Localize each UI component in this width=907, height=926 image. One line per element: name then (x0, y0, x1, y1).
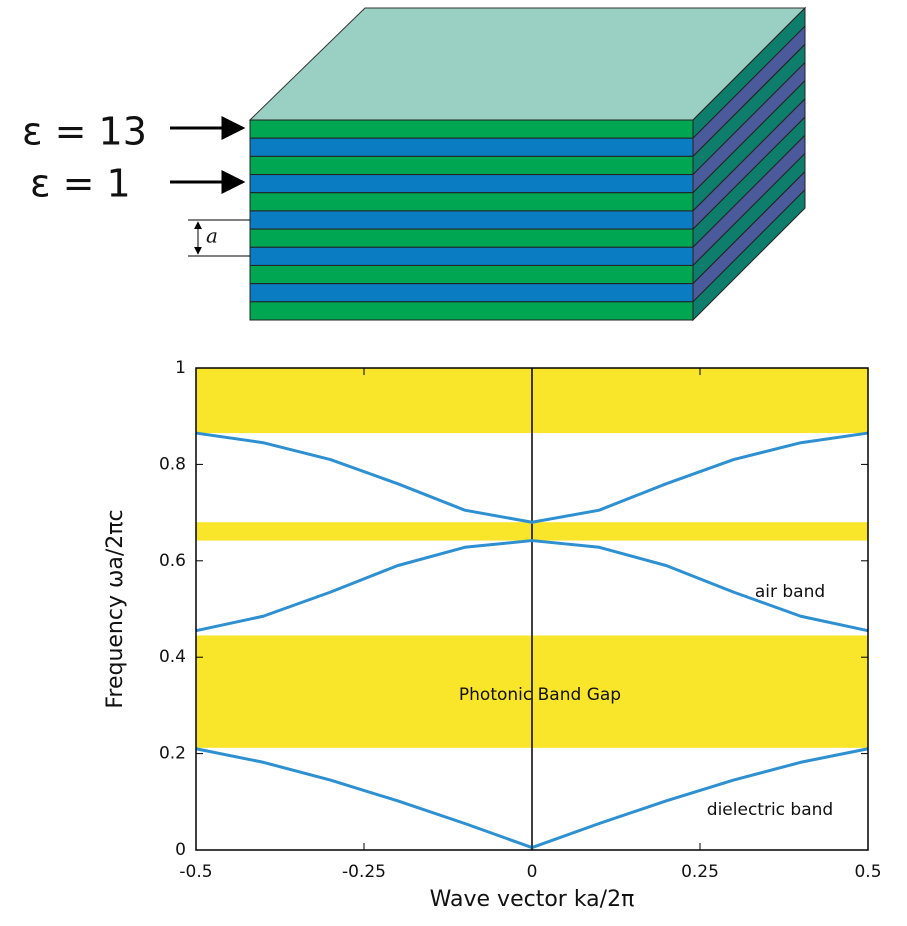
epsilon-label: ε = 1 (30, 162, 131, 206)
slab-layer (250, 284, 693, 302)
page: ε = 13 ε = 1 a 00.20.40.60.81-0.5-0.2500… (0, 0, 907, 926)
period-label: a (206, 224, 218, 248)
slab-layer (250, 265, 693, 283)
y-tick-label: 0.6 (159, 551, 186, 571)
y-axis-label: Frequency ωa/2πc (103, 509, 128, 708)
annotation: dielectric band (707, 800, 833, 820)
y-tick-label: 0.4 (159, 647, 186, 667)
slab-layer (250, 229, 693, 247)
band-chart: 0 0.2 0.4 0.6 0.8 1 -0.5 -0.25 0 0.25 0.5 Wave vect… (103, 358, 882, 912)
x-tick-label: 0 (527, 862, 538, 882)
slab-layer (250, 302, 693, 320)
figure: ε = 13 ε = 1 a 00.20.40.60.81-0.5-0.2500… (0, 0, 907, 926)
slab-layer (250, 211, 693, 229)
slab-layer (250, 138, 693, 156)
slab-layer (250, 175, 693, 193)
x-tick-label: -0.25 (342, 862, 386, 882)
x-tick-label: 0.25 (681, 862, 719, 882)
slab-layer (250, 247, 693, 265)
y-tick-label: 0 (175, 840, 186, 860)
slab-layer (250, 120, 693, 138)
annotation: air band (755, 582, 825, 602)
x-axis-label: Wave vector ka/2π (430, 887, 635, 912)
epsilon-label: ε = 13 (22, 110, 147, 154)
layered-slab (250, 8, 805, 320)
x-tick-label: -0.5 (179, 862, 212, 882)
slab-layer (250, 193, 693, 211)
y-tick-label: 1 (175, 358, 186, 378)
x-tick-label: 0.5 (854, 862, 881, 882)
annotation: Photonic Band Gap (459, 685, 621, 705)
y-tick-label: 0.2 (159, 744, 186, 764)
y-tick-label: 0.8 (159, 454, 186, 474)
slab-layer (250, 156, 693, 174)
